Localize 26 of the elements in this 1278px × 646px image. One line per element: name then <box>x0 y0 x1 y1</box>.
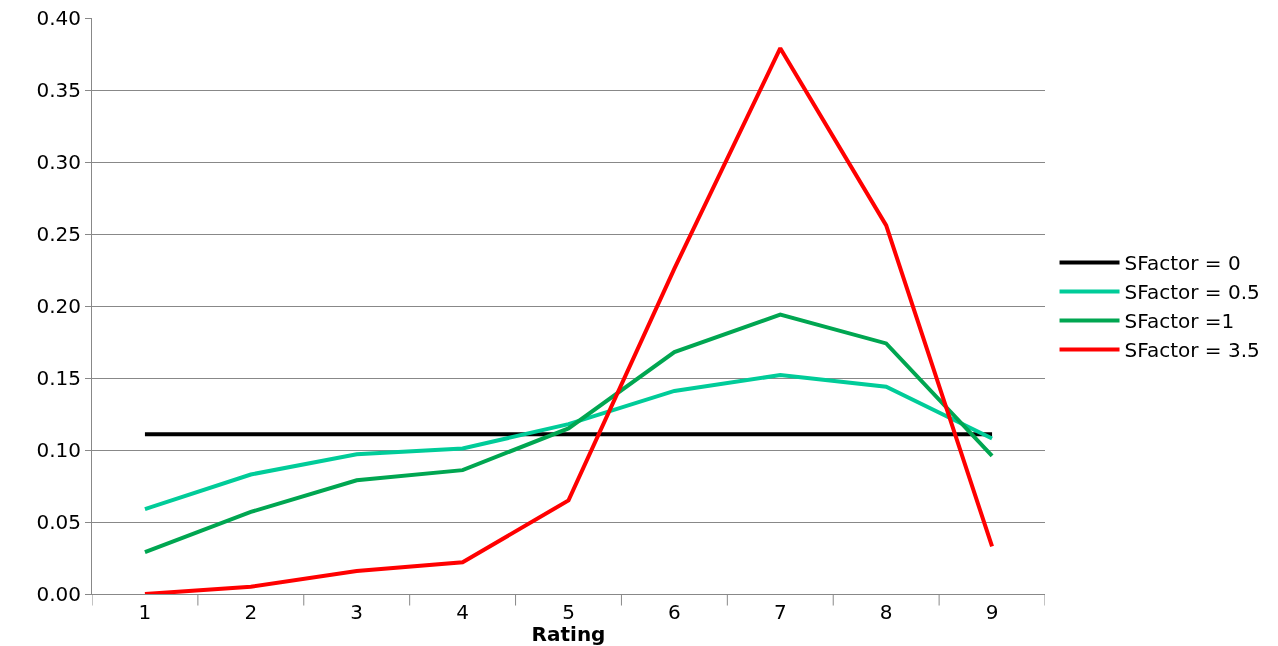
x-tick-label: 8 <box>879 600 893 624</box>
x-axis-title: Rating <box>531 622 606 646</box>
y-tick-label: 0.00 <box>36 582 81 606</box>
legend-label: SFactor = 0 <box>1124 251 1241 276</box>
y-tick-label: 0.05 <box>36 510 81 534</box>
y-tick-label: 0.40 <box>36 6 81 30</box>
line-series <box>142 312 995 555</box>
legend-label: SFactor =1 <box>1124 309 1235 334</box>
x-tick-label: 1 <box>138 600 152 624</box>
x-tick-label: 5 <box>562 600 575 624</box>
y-tick-label: 0.35 <box>36 78 81 102</box>
y-tick-label: 0.30 <box>36 150 81 174</box>
x-tick-label: 4 <box>456 600 469 624</box>
x-tick-label: 2 <box>244 600 258 624</box>
y-tick-label: 0.25 <box>36 222 81 246</box>
y-tick-label: 0.15 <box>36 366 81 390</box>
y-tick-label: 0.10 <box>36 438 81 462</box>
line-series <box>142 373 995 512</box>
x-tick-label: 9 <box>985 600 999 624</box>
y-tick-label: 0.20 <box>36 294 81 318</box>
legend-label: SFactor = 3.5 <box>1124 338 1260 363</box>
x-tick-label: 6 <box>668 600 681 624</box>
legend-label: SFactor = 0.5 <box>1124 280 1260 305</box>
x-tick-label: 7 <box>773 600 787 624</box>
x-tick-label: 3 <box>350 600 364 624</box>
line-series <box>142 46 995 594</box>
